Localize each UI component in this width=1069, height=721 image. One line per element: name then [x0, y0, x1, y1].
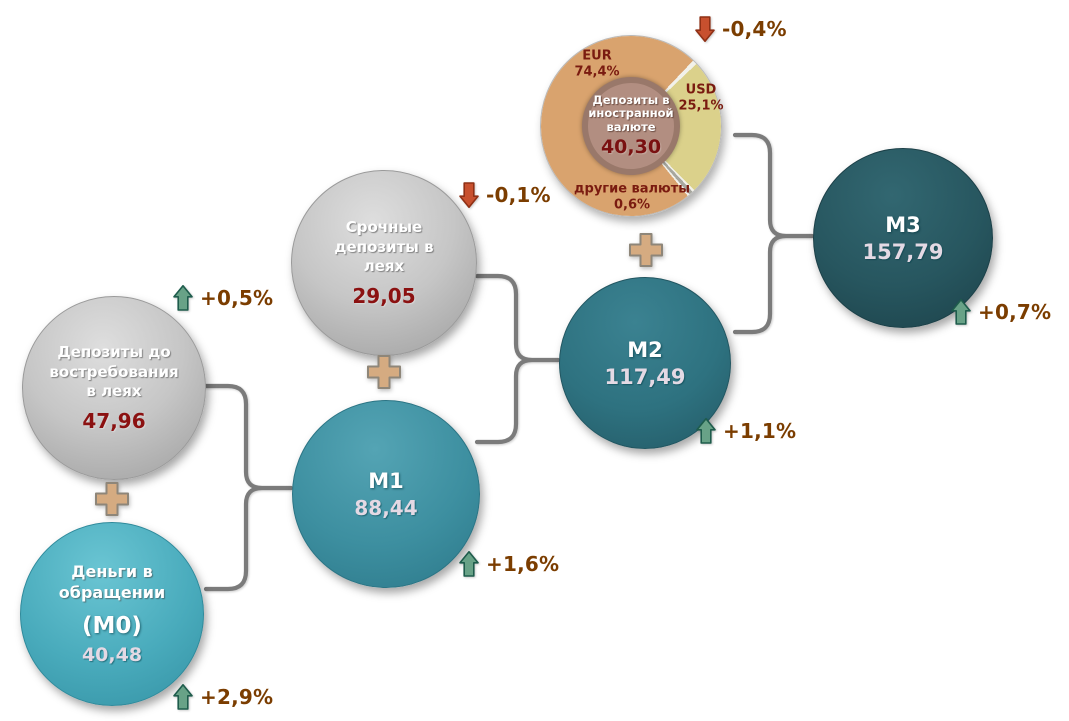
change-badge-m3: +0,7%	[951, 299, 1051, 325]
brace-m1	[203, 383, 294, 592]
change-value: +0,5%	[200, 286, 274, 310]
node-label: M2	[627, 337, 663, 362]
change-badge-fx-deposits: -0,4%	[695, 16, 787, 42]
plus-icon	[367, 355, 401, 389]
change-value: -0,4%	[722, 17, 787, 41]
node-label: M1	[368, 468, 404, 493]
node-m2: M2 117,49	[559, 277, 731, 449]
fx-donut-title: Депозиты в иностранной валюте	[588, 92, 674, 134]
node-value: 157,79	[862, 239, 944, 264]
slice-label-usd: USD 25,1%	[678, 82, 724, 113]
change-value: +1,1%	[723, 419, 797, 443]
down-arrow-icon	[695, 16, 715, 42]
up-arrow-icon	[696, 418, 716, 444]
change-badge-m0: +2,9%	[173, 684, 273, 710]
node-value: 29,05	[352, 283, 416, 308]
fx-donut-center: Депозиты в иностранной валюте 40,30	[582, 77, 680, 175]
change-value: +0,7%	[978, 300, 1052, 324]
node-m0: Деньги в обращении (М0) 40,48	[20, 522, 204, 706]
node-title: Срочные депозиты в леях	[334, 218, 434, 276]
up-arrow-icon	[173, 285, 193, 311]
plus-icon	[95, 482, 129, 516]
change-badge-m1: +1,6%	[459, 551, 559, 577]
node-demand-deposits: Депозиты до востребования в леях 47,96	[22, 296, 206, 480]
slice-label-eur: EUR 74,4%	[574, 48, 620, 79]
node-m3: M3 157,79	[813, 148, 993, 328]
slice-label-other: другие валюты 0,6%	[574, 181, 690, 212]
change-value: +1,6%	[486, 552, 560, 576]
up-arrow-icon	[459, 551, 479, 577]
node-value: 88,44	[354, 495, 418, 520]
up-arrow-icon	[173, 684, 193, 710]
change-value: -0,1%	[486, 183, 551, 207]
node-value: 40,48	[81, 644, 143, 667]
node-value: 117,49	[604, 364, 686, 389]
node-title: Депозиты до востребования в леях	[49, 343, 179, 401]
fx-deposits-donut: EUR 74,4% USD 25,1% другие валюты 0,6% Д…	[540, 35, 724, 217]
node-label: M3	[885, 212, 921, 237]
plus-icon	[629, 233, 663, 267]
fx-donut-value: 40,30	[600, 136, 662, 159]
change-value: +2,9%	[200, 685, 274, 709]
up-arrow-icon	[951, 299, 971, 325]
node-title: Деньги в обращении	[58, 561, 166, 602]
brace-m2	[474, 273, 561, 445]
node-value: 47,96	[82, 408, 146, 433]
node-m1: M1 88,44	[292, 400, 480, 588]
node-term-deposits: Срочные депозиты в леях 29,05	[291, 170, 477, 356]
m0-code: (М0)	[82, 613, 142, 640]
brace-m3	[732, 132, 815, 335]
change-badge-demand-deposits: +0,5%	[173, 285, 273, 311]
down-arrow-icon	[459, 182, 479, 208]
change-badge-term-deposits: -0,1%	[459, 182, 551, 208]
change-badge-m2: +1,1%	[696, 418, 796, 444]
